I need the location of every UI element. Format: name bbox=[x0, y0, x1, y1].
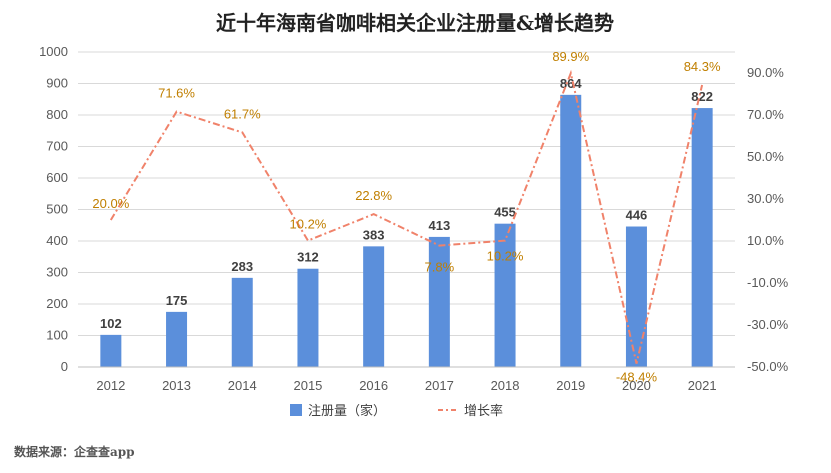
legend-bar-label: 注册量（家） bbox=[308, 403, 386, 418]
y-left-tick-label: 800 bbox=[46, 107, 68, 122]
y-left-tick-label: 300 bbox=[46, 265, 68, 280]
x-tick-label: 2021 bbox=[688, 378, 717, 393]
source-note: 数据来源：企查查app bbox=[14, 444, 135, 459]
x-tick-label: 2012 bbox=[96, 378, 125, 393]
legend-line-label: 增长率 bbox=[464, 403, 503, 418]
y-left-tick-label: 0 bbox=[61, 359, 68, 374]
bar bbox=[297, 268, 319, 367]
x-tick-label: 2019 bbox=[556, 378, 585, 393]
y-right-tick-label: 30.0% bbox=[747, 191, 784, 206]
x-tick-label: 2014 bbox=[228, 378, 257, 393]
y-right-tick-label: -50.0% bbox=[747, 359, 789, 374]
bar-value-label: 283 bbox=[231, 259, 253, 274]
x-tick-label: 2015 bbox=[293, 378, 322, 393]
y-left-tick-label: 500 bbox=[46, 202, 68, 217]
y-right-tick-label: 10.0% bbox=[747, 233, 784, 248]
bar bbox=[625, 226, 647, 367]
bar bbox=[166, 311, 188, 367]
legend-bar-swatch bbox=[290, 404, 302, 416]
bar-value-label: 312 bbox=[297, 250, 319, 265]
y-left-tick-label: 400 bbox=[46, 233, 68, 248]
x-tick-label: 2017 bbox=[425, 378, 454, 393]
axes-group: 0 100 200 300 400 500 600 700 800 900 1000 -50.0% -3… bbox=[39, 44, 789, 393]
y-left-tick-label: 700 bbox=[46, 139, 68, 154]
y-right-tick-label: 50.0% bbox=[747, 149, 784, 164]
rate-value-label: 22.8% bbox=[355, 188, 392, 203]
rate-value-label: 10.2% bbox=[487, 249, 524, 264]
rate-value-label: 10.2% bbox=[290, 217, 327, 232]
y-right-tick-label: 70.0% bbox=[747, 107, 784, 122]
y-left-tick-label: 600 bbox=[46, 170, 68, 185]
x-tick-label: 2013 bbox=[162, 378, 191, 393]
bar-value-label: 822 bbox=[691, 89, 713, 104]
rate-value-label: -48.4% bbox=[616, 370, 658, 385]
bar-value-label: 102 bbox=[100, 316, 122, 331]
bar-value-label: 175 bbox=[166, 293, 188, 308]
rate-line bbox=[109, 69, 704, 364]
bar-value-label: 383 bbox=[363, 227, 385, 242]
rate-value-label: 84.3% bbox=[684, 59, 721, 74]
rate-value-label: 89.9% bbox=[552, 49, 589, 64]
y-left-tick-label: 100 bbox=[46, 328, 68, 343]
y-right-tick-label: -10.0% bbox=[747, 275, 789, 290]
y-left-tick-label: 900 bbox=[46, 76, 68, 91]
rate-value-label: 7.8% bbox=[425, 260, 455, 275]
y-right-tick-label: 90.0% bbox=[747, 65, 784, 80]
bar bbox=[100, 334, 122, 367]
chart-title: 近十年海南省咖啡相关企业注册量&增长趋势 bbox=[216, 11, 614, 35]
rate-value-label: 61.7% bbox=[224, 106, 261, 121]
bar bbox=[560, 94, 582, 367]
gridlines bbox=[78, 51, 735, 336]
y-left-tick-label: 200 bbox=[46, 296, 68, 311]
bar-value-label: 455 bbox=[494, 205, 516, 220]
legend: 注册量（家） 增长率 bbox=[290, 403, 503, 418]
bar-value-label: 413 bbox=[428, 218, 450, 233]
rate-line-group: 20.0% 71.6% 61.7% 10.2% 22.8% 7.8% 10.2% 89.9% -… bbox=[92, 49, 721, 384]
rate-value-label: 20.0% bbox=[92, 196, 129, 211]
bar bbox=[363, 246, 385, 367]
y-left-tick-label: 1000 bbox=[39, 44, 68, 59]
bar bbox=[691, 108, 713, 367]
y-right-tick-label: -30.0% bbox=[747, 317, 789, 332]
x-tick-label: 2018 bbox=[491, 378, 520, 393]
rate-value-label: 71.6% bbox=[158, 86, 195, 101]
bar-value-label: 446 bbox=[626, 208, 648, 223]
bar bbox=[231, 277, 253, 367]
x-tick-label: 2016 bbox=[359, 378, 388, 393]
bar bbox=[428, 236, 450, 367]
bar bbox=[494, 223, 516, 367]
x-tick-label: 2020 bbox=[622, 378, 651, 393]
